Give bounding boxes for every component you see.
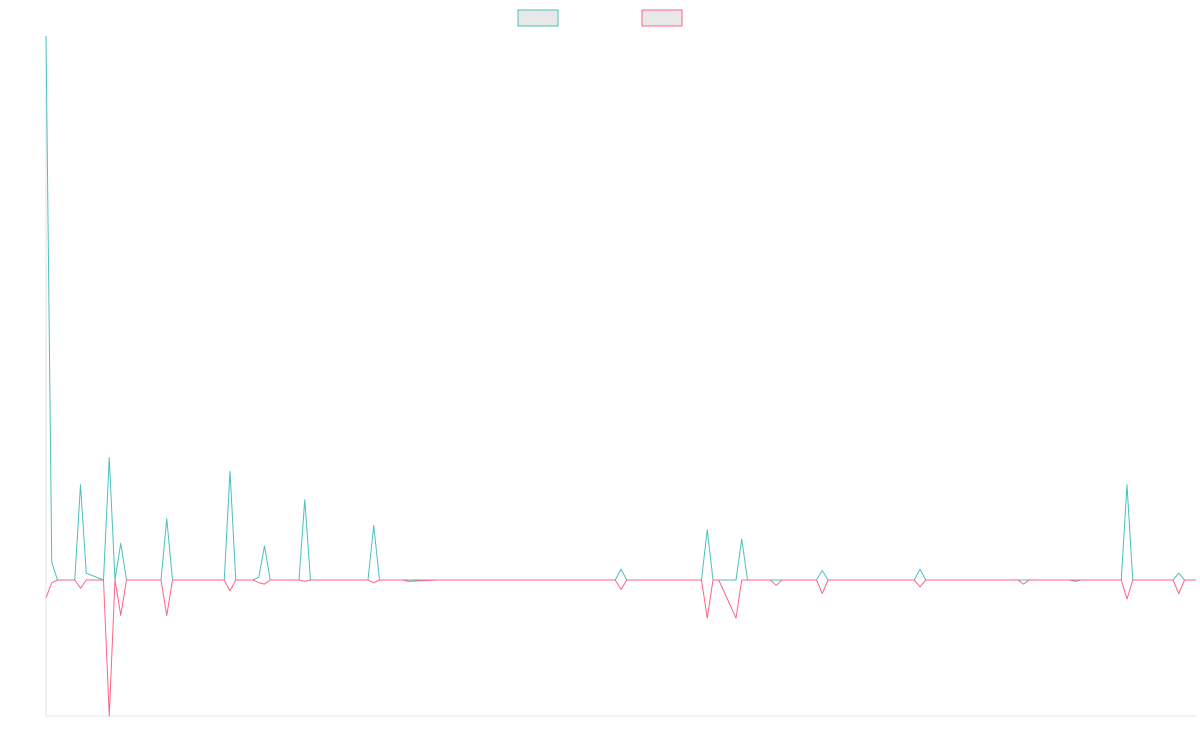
axes bbox=[45, 36, 1196, 717]
series-line-2 bbox=[45, 579, 1196, 717]
legend-swatch-2[interactable] bbox=[641, 9, 683, 27]
series-layer bbox=[45, 35, 1196, 717]
series-line-1 bbox=[45, 35, 1196, 581]
legend-swatch-1[interactable] bbox=[517, 9, 559, 27]
legend[interactable] bbox=[517, 9, 683, 27]
